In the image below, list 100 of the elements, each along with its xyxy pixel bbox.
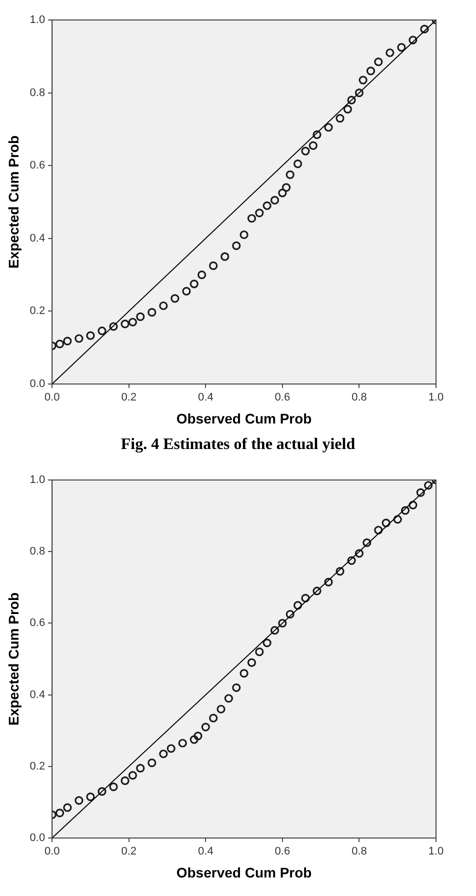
point [220,252,230,261]
point [194,732,202,740]
point [301,146,310,156]
point [148,308,156,317]
point [198,270,206,280]
y-tick-label: 0.8 [30,86,46,99]
point [240,669,248,678]
point [120,776,130,786]
point [270,626,280,635]
x-axis-title: Observed Cum Prob [176,410,312,426]
point [278,618,287,628]
x-axis-title: Observed Cum Prob [176,864,312,880]
point [354,549,364,558]
x-tick-label: 0.4 [198,392,214,404]
point [420,24,429,34]
point [159,750,168,758]
x-tick-label: 0.2 [121,846,137,858]
point [262,638,272,648]
point [232,241,241,250]
x-tick-label: 1.0 [428,392,444,404]
point [282,183,291,192]
x-tick-label: 0.6 [274,392,290,404]
point [86,792,95,802]
point [408,36,418,44]
point [286,610,294,619]
point [382,518,390,528]
point [374,526,383,534]
point [408,500,418,510]
point [366,66,376,76]
point [312,130,322,139]
y-axis-title: Expected Cum Prob [5,135,22,269]
point [128,771,138,780]
point [336,566,344,576]
point [324,123,333,132]
point [293,601,302,610]
y-tick-label: 0.0 [30,832,46,844]
point [74,796,84,805]
point [255,208,264,218]
point [301,594,310,602]
y-tick-label: 0.6 [30,160,46,172]
point [308,141,318,150]
point [386,48,394,58]
point [354,88,364,98]
x-tick-label: 0.8 [352,846,367,858]
point [98,787,106,796]
point [324,578,333,586]
point [270,196,280,204]
point [293,159,302,168]
point [128,318,138,326]
point [362,538,372,547]
point [416,488,425,497]
point [98,326,106,336]
point [63,336,72,346]
point [286,170,294,179]
point [262,201,272,210]
point [190,280,198,288]
point [343,104,352,114]
point [74,334,84,343]
point [178,738,187,748]
point [109,322,118,331]
x-tick-label: 0.0 [44,846,60,858]
point [201,722,210,732]
x-tick-label: 0.0 [44,392,60,404]
point [216,704,226,714]
point [374,58,383,66]
point [190,735,198,744]
point [209,714,218,722]
point [182,286,191,296]
point [120,320,130,328]
x-tick-label: 0.2 [121,392,137,404]
point [347,556,356,565]
point [255,648,264,656]
point [224,694,233,703]
point [136,312,145,321]
point [312,586,322,596]
point [166,744,176,753]
point [86,331,95,340]
y-tick-label: 0.4 [30,688,46,701]
point [209,261,218,270]
point [148,758,156,768]
point [247,214,256,223]
point [393,515,402,524]
point [240,230,248,240]
point [170,294,180,303]
point [336,114,344,123]
y-tick-label: 1.0 [30,474,46,486]
y-tick-label: 1.0 [30,14,46,26]
y-tick-label: 0.0 [30,378,46,390]
y-axis-title: Expected Cum Prob [5,592,22,726]
point [55,340,64,348]
point [232,683,241,692]
point [400,506,410,515]
y-tick-label: 0.2 [30,305,46,318]
x-tick-label: 0.4 [198,846,214,858]
y-tick-label: 0.4 [30,232,46,244]
point [159,301,168,310]
point [347,96,356,104]
point [136,764,145,772]
point [278,188,287,198]
x-tick-label: 0.8 [352,392,367,404]
